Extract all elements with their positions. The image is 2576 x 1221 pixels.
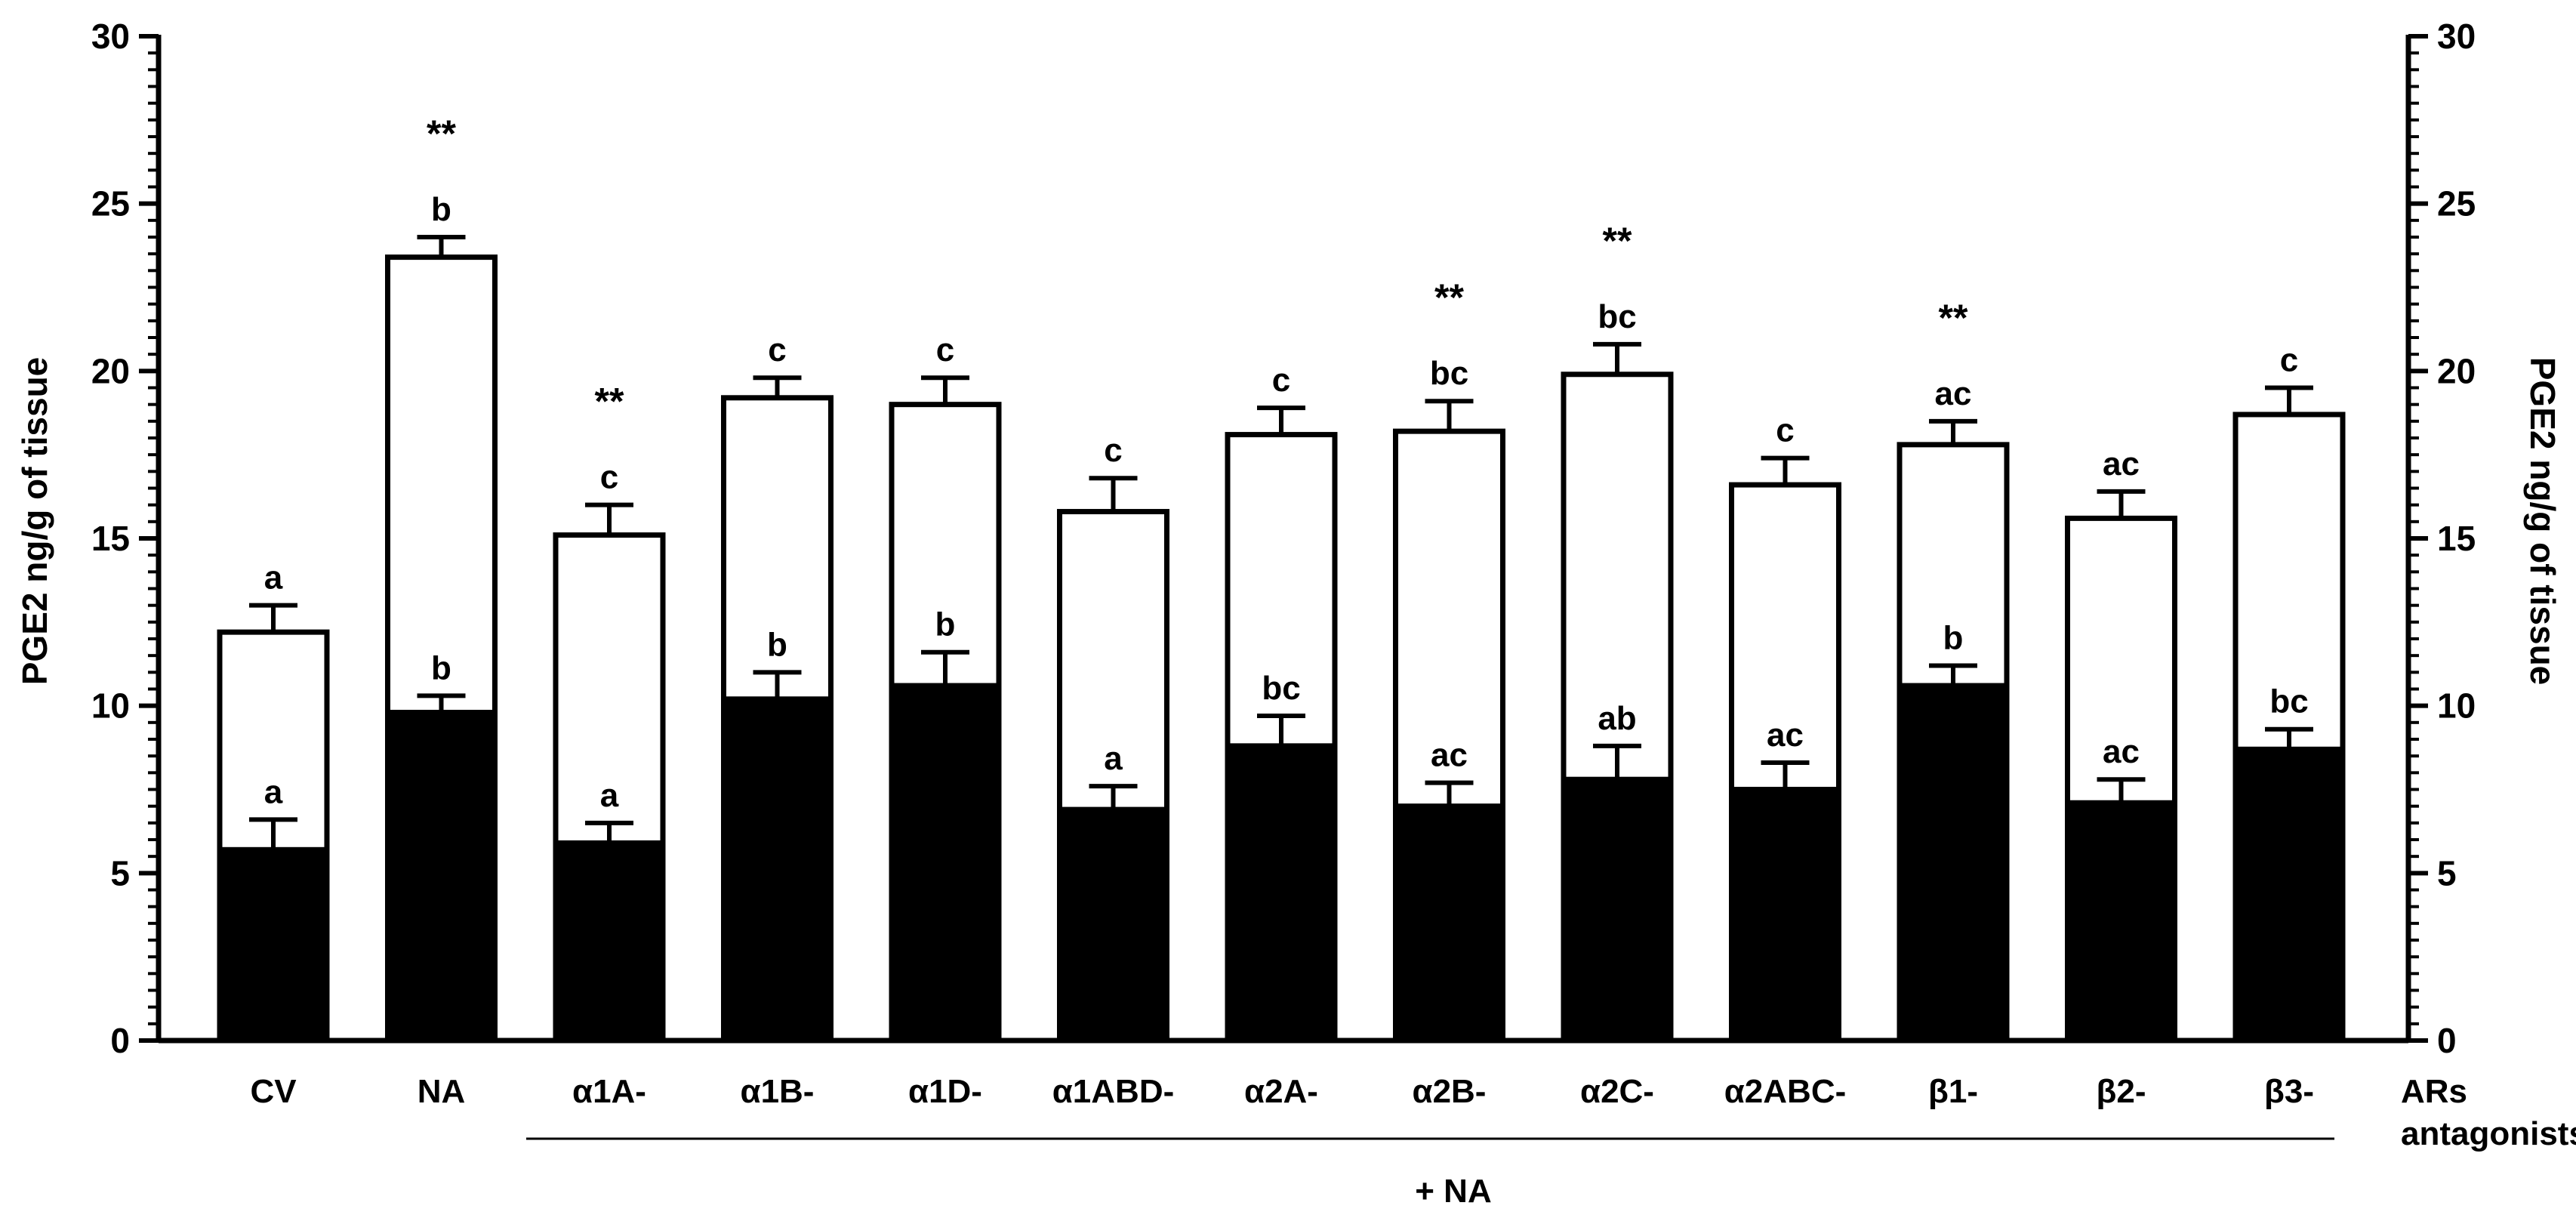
bar-basal — [1897, 683, 2010, 1044]
x-tick-label: NA — [418, 1073, 466, 1110]
significance-letter-basal: a — [1104, 740, 1123, 777]
significance-letter-basal: bc — [2269, 683, 2308, 720]
bar-basal — [1729, 787, 1841, 1044]
y-tick-label-right: 0 — [2437, 1021, 2457, 1060]
x-tick-label: α2B- — [1413, 1073, 1487, 1110]
y-tick-label-right: 10 — [2437, 686, 2476, 726]
x-tick-label: α2ABC- — [1724, 1073, 1847, 1110]
x-tick-label: β3- — [2264, 1073, 2314, 1110]
x-tick-label: α1B- — [741, 1073, 815, 1110]
y-tick-label-left: 10 — [91, 686, 130, 726]
significance-stars: ** — [1434, 276, 1464, 319]
y-tick-label-left: 30 — [91, 17, 130, 56]
bar-basal — [1561, 776, 1674, 1044]
significance-letter-total: bc — [1430, 355, 1468, 392]
y-tick-label-left: 0 — [110, 1021, 130, 1060]
labels: 0 0 5 5 10 10 15 15 20 20 25 25 30 30 a a CV b b ** NA c a ** α1… — [91, 17, 2576, 1152]
y-tick-label-right: 15 — [2437, 519, 2476, 558]
y-tick-label-left: 5 — [110, 853, 130, 893]
significance-letter-total: a — [264, 560, 283, 597]
significance-letter-total: c — [1776, 412, 1794, 449]
significance-letter-total: c — [768, 331, 786, 368]
bar-basal — [217, 846, 330, 1044]
bar-basal — [1225, 743, 1338, 1044]
bar-basal — [2065, 800, 2177, 1044]
y-tick-label-left: 15 — [91, 519, 130, 558]
x-tick-label: β1- — [1928, 1073, 1978, 1110]
x-tick-label: β2- — [2097, 1073, 2146, 1110]
significance-letter-basal: b — [431, 649, 451, 686]
significance-letter-total: ac — [1935, 375, 1972, 412]
significance-stars: ** — [427, 113, 456, 155]
significance-letter-total: c — [600, 459, 618, 496]
x-tick-label: α1D- — [908, 1073, 982, 1110]
y-tick-label-right: 25 — [2437, 184, 2476, 224]
x-tick-label: α1A- — [572, 1073, 646, 1110]
side-label-line-2: antagonists — [2401, 1115, 2576, 1152]
significance-letter-total: ac — [2103, 446, 2140, 483]
y-tick-label-left: 25 — [91, 184, 130, 224]
significance-letter-basal: a — [264, 773, 283, 810]
x-tick-label: α2A- — [1244, 1073, 1318, 1110]
significance-letter-total: c — [1272, 362, 1290, 399]
bar-basal — [553, 840, 666, 1044]
x-tick-label: α2C- — [1580, 1073, 1654, 1110]
bar-basal — [1393, 803, 1505, 1044]
bars — [217, 235, 2346, 1044]
significance-stars: ** — [1939, 297, 1968, 339]
significance-letter-basal: b — [767, 626, 787, 663]
significance-letter-basal: bc — [1262, 670, 1300, 707]
significance-letter-basal: b — [1943, 619, 1964, 656]
y-axis-title-right: PGE2 ng/g of tissue — [2523, 357, 2562, 686]
significance-letter-total: c — [1104, 432, 1122, 469]
y-tick-label-right: 20 — [2437, 351, 2476, 390]
y-axis-title-left: PGE2 ng/g of tissue — [15, 357, 54, 686]
significance-letter-total: c — [2280, 342, 2298, 379]
bar-basal — [385, 710, 498, 1044]
group-label: + NA — [1415, 1173, 1491, 1210]
bar-basal — [721, 696, 834, 1044]
side-label-line-1: ARs — [2401, 1073, 2467, 1110]
y-tick-label-left: 20 — [91, 351, 130, 390]
bar-basal — [2232, 746, 2346, 1044]
significance-letter-basal: ac — [2103, 733, 2140, 770]
significance-letter-total: c — [936, 331, 954, 368]
significance-letter-basal: ab — [1598, 700, 1636, 737]
significance-letter-basal: ac — [1431, 737, 1468, 774]
significance-letter-basal: b — [935, 606, 956, 643]
bar-basal — [889, 683, 1002, 1044]
x-tick-label: CV — [250, 1073, 297, 1110]
significance-letter-basal: ac — [1767, 717, 1804, 754]
significance-stars: ** — [1603, 220, 1632, 262]
significance-letter-basal: a — [600, 777, 619, 814]
y-tick-label-right: 30 — [2437, 17, 2476, 56]
x-tick-label: α1ABD- — [1052, 1073, 1175, 1110]
significance-stars: ** — [595, 381, 624, 423]
significance-letter-total: bc — [1598, 298, 1636, 335]
significance-letter-total: b — [431, 191, 451, 228]
bar-basal — [1057, 806, 1169, 1044]
y-tick-label-right: 5 — [2437, 853, 2457, 893]
